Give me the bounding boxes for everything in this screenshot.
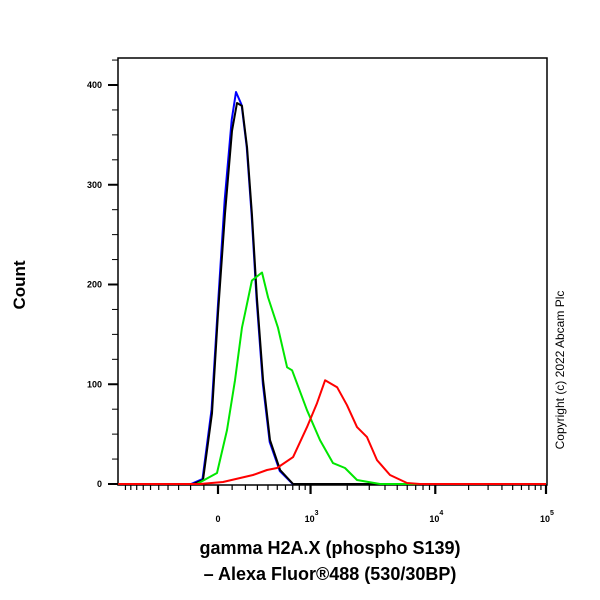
histogram-blue-line bbox=[118, 91, 546, 485]
x-axis-label-line2: – Alexa Fluor®488 (530/30BP) bbox=[203, 564, 457, 584]
x-tick-label: 0 bbox=[215, 514, 220, 524]
x-axis-label: gamma H2A.X (phospho S139) – Alexa Fluor… bbox=[100, 535, 560, 587]
histogram-black-line bbox=[118, 102, 546, 485]
copyright-text: Copyright (c) 2022 Abcam Plc bbox=[553, 290, 567, 450]
plot-frame bbox=[117, 57, 548, 486]
x-axis-label-line1: gamma H2A.X (phospho S139) bbox=[199, 538, 461, 558]
x-tick-label: 103 bbox=[305, 510, 319, 524]
y-tick-label: 0 bbox=[97, 479, 102, 489]
y-tick-label: 100 bbox=[87, 379, 102, 389]
x-tick-base: 10 bbox=[305, 514, 315, 524]
x-tick-exponent: 4 bbox=[439, 510, 443, 517]
x-tick-exponent: 3 bbox=[315, 510, 319, 517]
histogram-green-line bbox=[118, 271, 546, 485]
x-tick-base: 10 bbox=[540, 514, 550, 524]
x-tick-label: 104 bbox=[429, 510, 443, 524]
x-tick-exponent: 5 bbox=[550, 510, 554, 517]
y-axis-label: Count bbox=[10, 260, 29, 310]
x-tick-base: 10 bbox=[429, 514, 439, 524]
x-tick-label: 105 bbox=[540, 510, 554, 524]
copyright-wrap: Copyright (c) 2022 Abcam Plc bbox=[553, 250, 567, 490]
y-axis-label-wrap: Count bbox=[2, 260, 38, 309]
x-tick-base: 0 bbox=[215, 514, 220, 524]
y-tick-label: 400 bbox=[87, 80, 102, 90]
y-tick-label: 200 bbox=[87, 280, 102, 290]
histogram-red-line bbox=[118, 379, 546, 485]
y-tick-label: 300 bbox=[87, 180, 102, 190]
